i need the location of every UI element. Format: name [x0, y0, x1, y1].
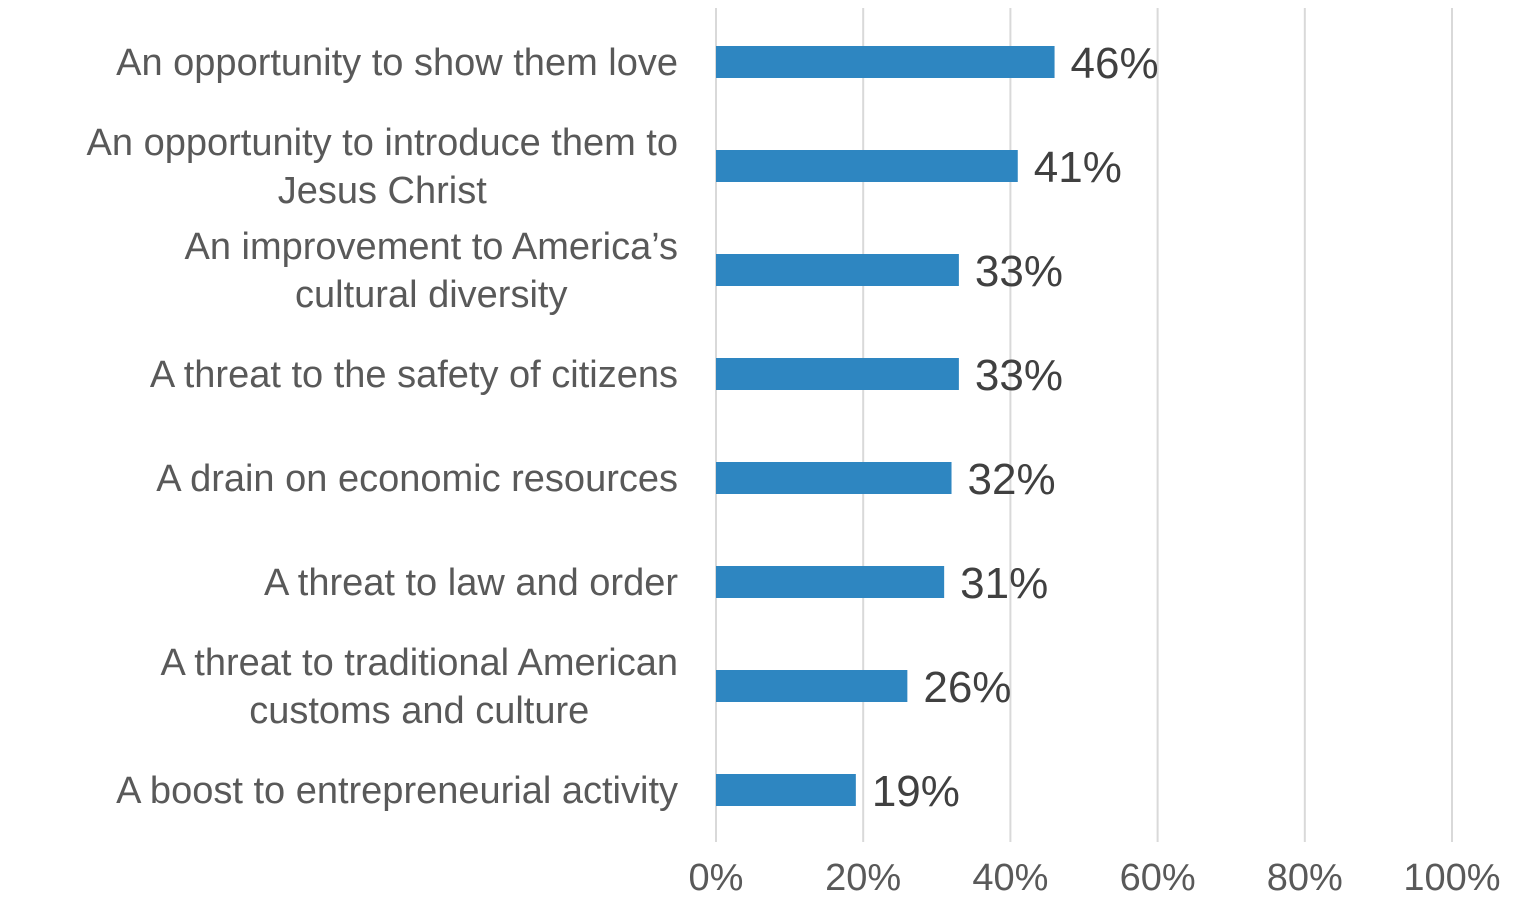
x-tick-label: 40% [972, 857, 1048, 899]
category-label: A drain on economic resources [156, 458, 678, 500]
x-tick-label: 0% [689, 857, 744, 899]
value-labels: 46% 41% 33% 33% 32% 31% 26% 19% [872, 39, 1159, 816]
bar [716, 358, 959, 390]
category-label-line: An opportunity to show them love [116, 42, 678, 84]
category-label: An opportunity to show them love [116, 42, 678, 84]
x-tick-label: 80% [1267, 857, 1343, 899]
category-label-line: An opportunity to introduce them to [87, 122, 678, 164]
category-label: A threat to the safety of citizens [150, 354, 678, 396]
category-label: A threat to law and order [264, 562, 678, 604]
data-label: 46% [1071, 39, 1159, 88]
data-label: 41% [1034, 143, 1122, 192]
bar [716, 566, 945, 598]
category-label-line: A threat to law and order [264, 562, 678, 604]
category-label: A threat to traditional American customs … [160, 642, 678, 732]
x-axis-ticks: 0% 20% 40% 60% 80% 100% [689, 857, 1501, 899]
category-label: An opportunity to introduce them to Jesus… [87, 122, 678, 212]
data-label: 31% [960, 559, 1048, 608]
category-label-line: A boost to entrepreneurial activity [116, 770, 678, 812]
data-label: 26% [923, 663, 1011, 712]
x-tick-label: 60% [1120, 857, 1196, 899]
bar [716, 670, 908, 702]
category-label-line: cultural diversity [295, 274, 567, 316]
bar [716, 254, 959, 286]
bar [716, 462, 952, 494]
gridlines [715, 8, 1453, 842]
bar [716, 46, 1055, 78]
data-label: 32% [968, 455, 1056, 504]
category-label-line: A threat to traditional American [160, 642, 678, 684]
data-label: 33% [975, 351, 1063, 400]
category-label-line: Jesus Christ [278, 170, 487, 212]
category-label-line: A drain on economic resources [156, 458, 678, 500]
x-tick-label: 100% [1403, 857, 1500, 899]
category-labels: An opportunity to show them love An oppor… [87, 42, 679, 812]
category-label-line: A threat to the safety of citizens [150, 354, 678, 396]
bar [716, 774, 856, 806]
data-label: 33% [975, 247, 1063, 296]
bar [716, 150, 1018, 182]
x-tick-label: 20% [825, 857, 901, 899]
category-label: A boost to entrepreneurial activity [116, 770, 678, 812]
category-label-line: An improvement to America’s [185, 226, 679, 268]
bars [716, 46, 1055, 806]
category-label-line: customs and culture [249, 690, 589, 732]
category-label: An improvement to America’s cultural dive… [185, 226, 679, 316]
data-label: 19% [872, 767, 960, 816]
